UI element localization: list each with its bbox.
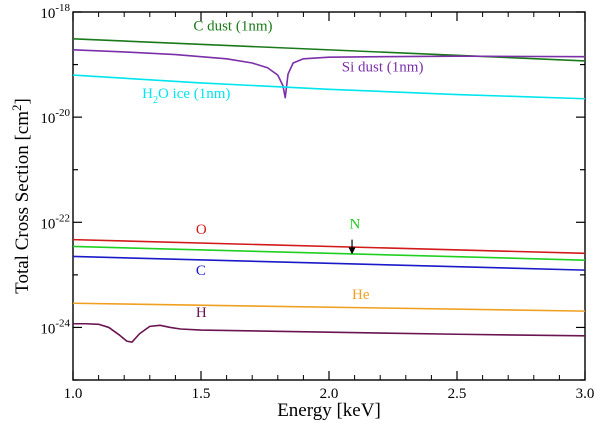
y-tick-label: 10-22 <box>40 212 70 232</box>
series-label-o: O <box>196 222 207 238</box>
series-c-dust-line <box>72 38 586 62</box>
series-label-c: C <box>196 263 206 279</box>
y-axis-label-text: Total Cross Section [cm <box>12 111 33 294</box>
series-label-he: He <box>352 287 370 303</box>
y-tick-label: 10-18 <box>40 2 70 22</box>
series-label-h2o-ice: H2O ice (1nm) <box>142 86 230 106</box>
series-label-h: H <box>196 305 207 321</box>
x-tick-label: 1.5 <box>192 386 211 402</box>
series-label-n: N <box>349 217 360 233</box>
series-c-line <box>72 255 586 271</box>
series-si-dust-line <box>72 49 586 99</box>
series-group <box>72 38 586 343</box>
y-tick-label: 10-20 <box>40 107 70 127</box>
series-label-c-dust: C dust (1nm) <box>193 18 272 34</box>
y-axis-label-close: ] <box>12 98 33 104</box>
y-axis-label-sup: 2 <box>9 104 24 111</box>
axes-group: 1.0 1.5 2.0 2.5 3.0 10-18 10-20 10-22 10-24 <box>40 2 594 402</box>
x-tick-label: 3.0 <box>576 386 595 402</box>
arrow-head <box>348 247 356 255</box>
x-tick-label: 1.0 <box>64 386 83 402</box>
series-h-line <box>73 322 586 343</box>
series-h2o-ice-line <box>72 74 586 100</box>
y-axis-label: Total Cross Section [cm2] <box>9 98 33 294</box>
series-n-line <box>72 245 586 261</box>
plot-frame <box>72 11 586 381</box>
x-tick-label: 2.0 <box>320 386 339 402</box>
x-tick-label: 2.5 <box>448 386 467 402</box>
y-tick-label: 10-24 <box>40 317 70 337</box>
series-he-line <box>72 302 586 312</box>
labels-group: C dust (1nm) Si dust (1nm) H2O ice (1nm) O N… <box>142 18 423 321</box>
series-label-si-dust: Si dust (1nm) <box>342 59 424 75</box>
series-o-line <box>72 238 586 255</box>
x-axis-label: Energy [keV] <box>277 400 381 421</box>
